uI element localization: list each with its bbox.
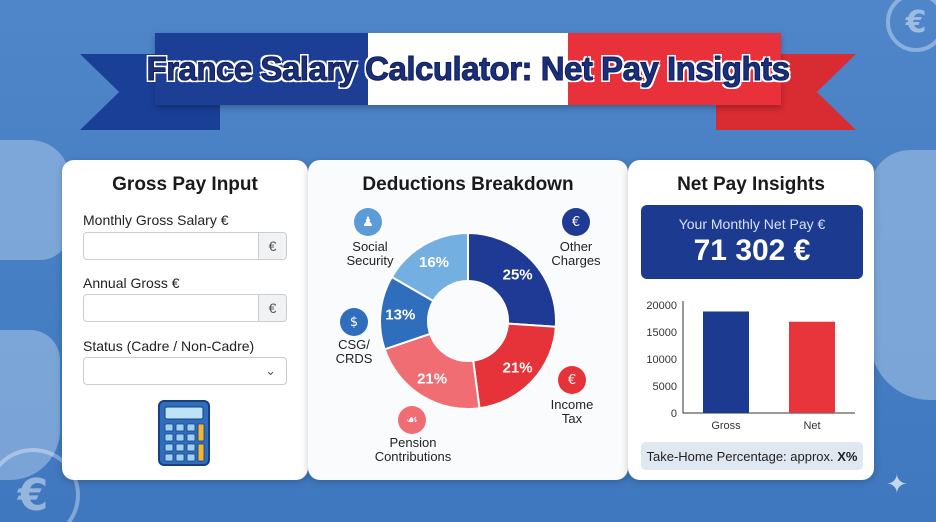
donut-slice-label-4: 16%	[419, 254, 449, 271]
donut-slice-label-2: 21%	[417, 371, 447, 388]
euro-coin-icon: €	[886, 0, 936, 52]
y-tick-label-3: 15000	[646, 327, 677, 339]
money-bag-icon: €	[558, 366, 586, 394]
y-tick-label-2: 10000	[646, 354, 677, 366]
x-tick-label-1: Net	[803, 420, 820, 432]
donut-slice-2	[383, 332, 481, 410]
annual-gross-input[interactable]: €	[83, 294, 287, 322]
donut-slice-1	[472, 322, 557, 410]
bar-net	[789, 321, 835, 413]
gross-pay-card: Gross Pay Input Monthly Gross Salary € €…	[62, 160, 308, 480]
donut-slice-0	[467, 231, 557, 328]
social-security-annotation: Social Security	[346, 239, 394, 268]
take-home-label: Take-Home Percentage: approx.	[646, 448, 834, 464]
status-label: Status (Cadre / Non-Cadre)	[83, 338, 255, 354]
status-select[interactable]: ⌄	[83, 357, 287, 385]
page-title: France Salary Calculator: Net Pay Insigh…	[146, 50, 790, 88]
net-pay-display: Your Monthly Net Pay € 71 302 €	[641, 205, 863, 279]
euro-coin-icon: €	[0, 448, 80, 522]
map-background-left	[0, 140, 70, 260]
hand-coin-icon: ☙	[398, 406, 426, 434]
income-tax-annotation: Income Tax	[550, 397, 594, 426]
donut-slice-label-3: 13%	[385, 306, 415, 323]
net-pay-card: Net Pay Insights Your Monthly Net Pay € …	[628, 160, 874, 480]
gross-card-title: Gross Pay Input	[112, 174, 258, 195]
deductions-card: Deductions Breakdown 25% 21% 21% 13% 16% ♟ S…	[308, 160, 628, 480]
y-tick-label-4: 20000	[646, 300, 677, 312]
donut-slice-4	[390, 231, 469, 303]
x-tick-label-0: Gross	[711, 420, 741, 432]
donut-slice-label-1: 21%	[503, 359, 533, 376]
calculator-icon	[158, 400, 210, 466]
other-charges-annotation: Other Charges	[551, 239, 601, 268]
monthly-gross-label: Monthly Gross Salary €	[83, 212, 229, 228]
net-pay-value: 71 302 €	[693, 234, 811, 267]
monthly-gross-input[interactable]: €	[83, 232, 287, 260]
title-banner: France Salary Calculator: Net Pay Insigh…	[146, 33, 790, 105]
euro-unit-addon: €	[258, 233, 286, 259]
coin-stack-icon: $	[340, 308, 368, 336]
euro-unit-addon: €	[258, 295, 286, 321]
people-icon: ♟	[354, 208, 382, 236]
pension-annotation: Pension Contributions	[374, 435, 452, 464]
chevron-down-icon: ⌄	[265, 363, 276, 378]
donut-slice-label-0: 25%	[503, 267, 533, 284]
document-euro-icon: €	[562, 208, 590, 236]
deductions-donut-chart: 25% 21% 21% 13% 16%	[379, 231, 557, 410]
net-card-title: Net Pay Insights	[677, 174, 825, 195]
bar-gross	[703, 311, 749, 413]
map-background-right	[870, 150, 936, 400]
csg-crds-annotation: CSG/CRDS	[335, 337, 373, 366]
sparkle-icon: ✦	[886, 470, 908, 500]
net-pay-label: Your Monthly Net Pay €	[678, 216, 826, 232]
y-tick-label-1: 5000	[653, 381, 677, 393]
y-tick-label-0: 0	[671, 408, 677, 420]
deductions-card-title: Deductions Breakdown	[362, 174, 574, 195]
annual-gross-label: Annual Gross €	[83, 275, 180, 291]
take-home-percentage: Take-Home Percentage: approx. X%	[641, 442, 863, 470]
gross-vs-net-bar-chart: 0 5000 10000 15000 20000 Gross Net	[646, 300, 855, 432]
take-home-value: X%	[837, 448, 858, 464]
